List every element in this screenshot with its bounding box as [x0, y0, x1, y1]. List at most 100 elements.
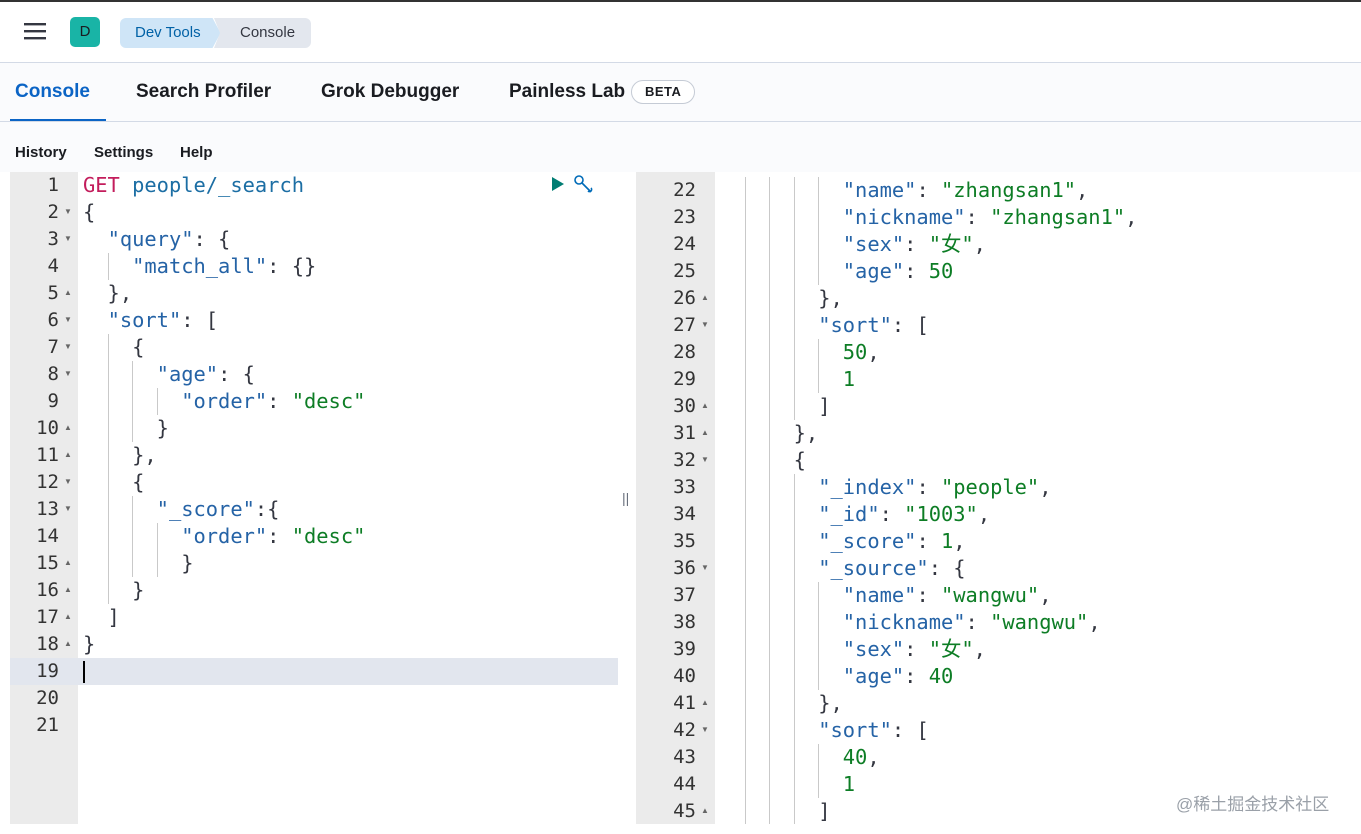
fold-marker[interactable]: ▲ [64, 423, 72, 432]
fold-marker[interactable]: ▼ [64, 369, 72, 378]
fold-marker[interactable]: ▼ [701, 320, 709, 329]
indent-guide [769, 204, 771, 231]
breadcrumb[interactable]: Dev Tools [120, 18, 221, 48]
indent-guide [793, 636, 795, 663]
indent-guide [744, 474, 746, 501]
line-number: 4 [47, 255, 59, 277]
indent-guide [156, 523, 158, 550]
indent-guide [744, 231, 746, 258]
fold-marker[interactable]: ▲ [64, 612, 72, 621]
fold-marker[interactable]: ▲ [64, 288, 72, 297]
fold-marker[interactable]: ▲ [701, 428, 709, 437]
code-line: 1 [842, 367, 856, 391]
indent-guide [132, 361, 134, 388]
line-number: 14 [36, 525, 59, 547]
indent-guide [769, 474, 771, 501]
indent-guide [744, 717, 746, 744]
fold-marker[interactable]: ▲ [701, 698, 709, 707]
run-button[interactable] [552, 177, 564, 191]
request-editor[interactable]: 1 GET people/_search 2 ▼ {3 ▼ "query": {4 "ma… [10, 172, 618, 824]
tab[interactable]: Painless Lab [509, 81, 626, 102]
indent-guide [793, 177, 795, 204]
indent-guide [818, 663, 820, 690]
code-line: "_score":{ [156, 497, 280, 521]
indent-guide [744, 312, 746, 339]
line-number: 37 [673, 584, 696, 606]
line-number: 33 [673, 476, 696, 498]
code-line: "nickname": "wangwu", [842, 610, 1101, 634]
watermark: @稀土掘金技术社区 [1176, 795, 1330, 814]
indent-guide [818, 366, 820, 393]
fold-marker[interactable]: ▼ [701, 563, 709, 572]
indent-guide [744, 501, 746, 528]
indent-guide [744, 609, 746, 636]
tab[interactable]: Console [15, 81, 90, 102]
line-number: 43 [673, 746, 696, 768]
code-line: "_index": "people", [818, 475, 1052, 499]
indent-guide [769, 636, 771, 663]
code-line: }, [83, 443, 157, 467]
code-line: "sort": [ [818, 313, 929, 337]
indent-guide [793, 501, 795, 528]
fold-marker[interactable]: ▲ [64, 450, 72, 459]
line-number: 13 [36, 498, 59, 520]
menu-item[interactable]: Settings [94, 144, 154, 161]
menu-button[interactable] [24, 22, 46, 40]
avatar[interactable]: D [70, 17, 100, 47]
line-number: 30 [673, 395, 696, 417]
indent-guide [107, 253, 109, 280]
fold-marker[interactable]: ▼ [64, 342, 72, 351]
indent-guide [107, 442, 109, 469]
indent-guide [818, 231, 820, 258]
tab[interactable]: Search Profiler [136, 81, 272, 102]
breadcrumb[interactable]: Console [214, 18, 312, 48]
fold-marker[interactable]: ▲ [701, 401, 709, 410]
code-line: ] [720, 799, 831, 823]
code-line: ] [720, 394, 831, 418]
fold-marker[interactable]: ▼ [64, 477, 72, 486]
indent-guide [769, 528, 771, 555]
line-number: 1 [47, 174, 59, 196]
fold-marker[interactable]: ▼ [64, 234, 72, 243]
indent-guide [818, 771, 820, 798]
fold-marker[interactable]: ▲ [64, 558, 72, 567]
fold-marker[interactable]: ▼ [701, 725, 709, 734]
line-number: 36 [673, 557, 696, 579]
code-line: "age": 40 [842, 664, 954, 688]
indent-guide [744, 690, 746, 717]
indent-guide [793, 771, 795, 798]
menu-item[interactable]: History [15, 144, 67, 161]
fold-marker[interactable]: ▲ [701, 806, 709, 815]
line-number: 6 [47, 309, 59, 331]
fold-marker[interactable]: ▲ [701, 293, 709, 302]
indent-guide [818, 636, 820, 663]
resize-handle[interactable]: || [622, 490, 630, 506]
code-line: "sex": "女", [842, 637, 986, 661]
indent-guide [744, 366, 746, 393]
tab[interactable]: Grok Debugger [321, 81, 460, 102]
wrench-button[interactable] [574, 175, 593, 193]
fold-marker[interactable]: ▼ [64, 315, 72, 324]
indent-guide [744, 663, 746, 690]
line-number: 24 [673, 233, 696, 255]
indent-guide [107, 496, 109, 523]
fold-marker[interactable]: ▼ [701, 455, 709, 464]
code-line: 50, [842, 340, 880, 364]
line-number: 44 [673, 773, 696, 795]
code-line: GET people/_search [83, 173, 304, 197]
fold-marker[interactable]: ▼ [64, 504, 72, 513]
code-line: "query": { [107, 227, 231, 251]
indent-guide [793, 582, 795, 609]
fold-marker[interactable]: ▼ [64, 207, 72, 216]
fold-marker[interactable]: ▲ [64, 639, 72, 648]
code-line: "_source": { [818, 556, 966, 580]
indent-guide [132, 550, 134, 577]
indent-guide [744, 393, 746, 420]
gutter [636, 172, 715, 824]
fold-marker[interactable]: ▲ [64, 585, 72, 594]
line-number: 7 [47, 336, 59, 358]
indent-guide [744, 204, 746, 231]
code-line: "_id": "1003", [818, 502, 991, 526]
menu-item[interactable]: Help [180, 144, 213, 161]
